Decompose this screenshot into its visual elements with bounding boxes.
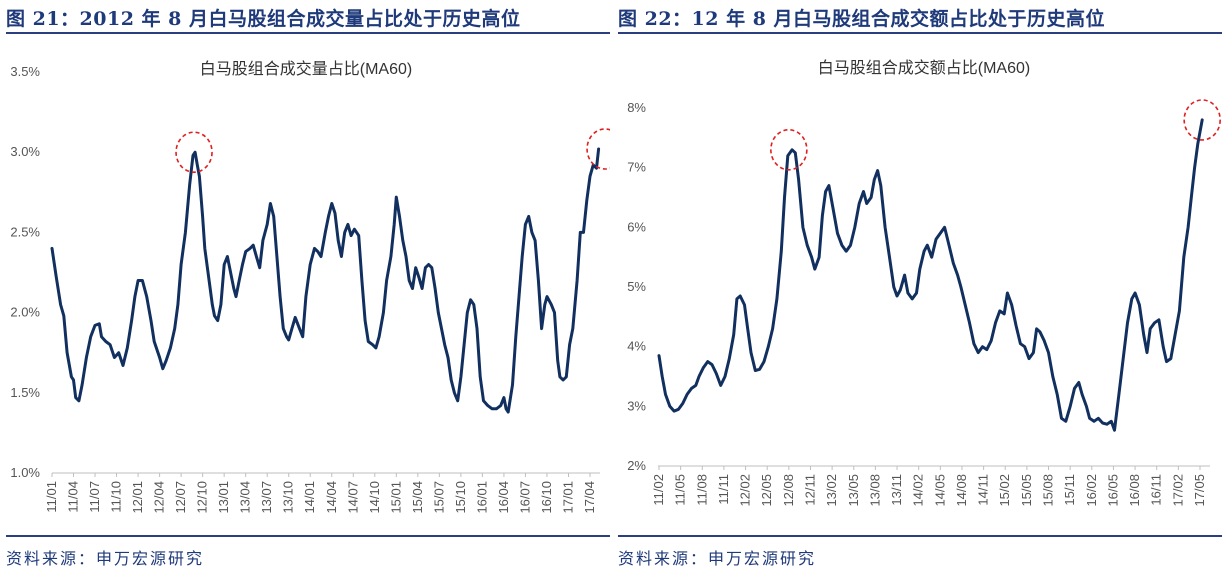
x-tick-label: 14/05 xyxy=(932,474,947,507)
x-tick-label: 11/04 xyxy=(66,481,81,513)
chart-title: 白马股组合成交额占比(MA60) xyxy=(818,59,1030,77)
x-tick-label: 15/07 xyxy=(431,481,446,514)
y-tick-label: 8% xyxy=(627,100,646,115)
series-line xyxy=(50,147,601,414)
x-tick-label: 14/02 xyxy=(911,474,926,507)
y-tick-label: 7% xyxy=(627,160,646,175)
turnover-share-chart: 白马股组合成交额占比(MA60) 2% 3% 4% 5% 6% 7% 8% 11/02 11/05… xyxy=(627,59,1221,507)
y-tick-label: 1.5% xyxy=(10,385,40,400)
series-line xyxy=(657,118,1204,432)
x-tick-label: 15/02 xyxy=(997,474,1012,507)
x-tick-label: 16/04 xyxy=(496,481,511,514)
x-tick-label: 16/05 xyxy=(1105,474,1120,507)
x-tick-label: 11/11 xyxy=(716,474,731,505)
x-tick-label: 15/10 xyxy=(453,481,468,514)
x-tick-label: 11/07 xyxy=(87,481,102,513)
chart-title: 白马股组合成交量占比(MA60) xyxy=(200,60,412,78)
peak-highlight-circle xyxy=(586,128,610,170)
peak-highlight-circle xyxy=(770,128,808,171)
x-tick-label: 13/05 xyxy=(846,474,861,507)
x-tick-label: 13/02 xyxy=(824,474,839,507)
title-rule xyxy=(618,32,1222,34)
x-tick-label: 14/08 xyxy=(954,474,969,507)
x-tick-label: 11/01 xyxy=(44,481,59,513)
figure-21-panel: 图 21：2012 年 8 月白马股组合成交量占比处于历史高位 白马股组合成交量… xyxy=(6,0,610,572)
x-tick-label: 11/05 xyxy=(673,474,688,506)
x-tick-label: 13/08 xyxy=(867,474,882,507)
x-tick-label: 13/10 xyxy=(281,481,296,514)
y-tick-label: 4% xyxy=(627,339,646,354)
x-tick-label: 16/02 xyxy=(1084,474,1099,507)
source-note: 资料来源：申万宏源研究 xyxy=(6,549,205,568)
y-tick-label: 5% xyxy=(627,279,646,294)
x-tick-label: 15/05 xyxy=(1019,474,1034,507)
x-tick-label: 12/11 xyxy=(802,474,817,506)
title-rule xyxy=(6,32,610,34)
source-rule xyxy=(6,535,610,537)
x-tick-label: 15/04 xyxy=(410,481,425,514)
x-tick-label: 12/04 xyxy=(152,481,167,514)
figure-title: 图 22：12 年 8 月白马股组合成交额占比处于历史高位 xyxy=(618,8,1106,30)
x-tick-label: 11/02 xyxy=(651,474,666,506)
x-tick-label: 12/07 xyxy=(173,481,188,514)
x-tick-label: 17/05 xyxy=(1192,474,1207,507)
x-tick-label: 15/08 xyxy=(1041,474,1056,507)
x-tick-label: 14/07 xyxy=(345,481,360,514)
x-tick-label: 11/08 xyxy=(694,474,709,506)
y-tick-label: 3% xyxy=(627,398,646,413)
x-tick-label: 11/10 xyxy=(109,481,124,513)
x-tick-label: 14/10 xyxy=(367,481,382,514)
x-tick-label: 13/04 xyxy=(238,481,253,514)
source-note: 资料来源：申万宏源研究 xyxy=(618,549,817,568)
x-tick-label: 16/10 xyxy=(539,481,554,514)
y-tick-label: 2.5% xyxy=(10,224,40,239)
y-tick-label: 3.5% xyxy=(10,64,40,79)
y-tick-label: 2% xyxy=(627,458,646,473)
x-tick-label: 12/08 xyxy=(781,474,796,507)
y-tick-label: 1.0% xyxy=(10,465,40,480)
x-tick-label: 17/01 xyxy=(560,481,575,514)
volume-share-chart: 白马股组合成交量占比(MA60) 1.0% 1.5% 2.0% 2.5% 3.0% 3.5%… xyxy=(10,60,610,514)
x-tick-label: 12/10 xyxy=(195,481,210,514)
x-tick-label: 13/11 xyxy=(889,474,904,506)
x-tick-label: 17/04 xyxy=(582,481,597,514)
x-tick-label: 12/05 xyxy=(759,474,774,507)
x-tick-label: 17/02 xyxy=(1170,474,1185,507)
peak-highlight-circle xyxy=(1183,99,1221,141)
y-tick-label: 3.0% xyxy=(10,144,40,159)
x-tick-label: 15/01 xyxy=(388,481,403,514)
y-tick-label: 2.0% xyxy=(10,305,40,320)
x-tick-label: 12/02 xyxy=(738,474,753,507)
figure-title: 图 21：2012 年 8 月白马股组合成交量占比处于历史高位 xyxy=(6,8,521,30)
x-tick-label: 14/04 xyxy=(324,481,339,514)
x-tick-label: 14/11 xyxy=(976,474,991,506)
x-tick-label: 16/08 xyxy=(1127,474,1142,507)
x-tick-label: 13/07 xyxy=(259,481,274,514)
x-tick-label: 13/01 xyxy=(216,481,231,514)
x-tick-label: 16/11 xyxy=(1149,474,1164,506)
x-tick-label: 14/01 xyxy=(302,481,317,514)
y-tick-label: 6% xyxy=(627,219,646,234)
x-tick-label: 15/11 xyxy=(1062,474,1077,506)
x-tick-label: 16/07 xyxy=(517,481,532,514)
x-tick-label: 16/01 xyxy=(474,481,489,514)
figure-22-panel: 图 22：12 年 8 月白马股组合成交额占比处于历史高位 白马股组合成交额占比… xyxy=(618,0,1222,572)
source-rule xyxy=(618,535,1222,537)
peak-highlight-circle xyxy=(175,131,213,173)
x-tick-label: 12/01 xyxy=(130,481,145,514)
